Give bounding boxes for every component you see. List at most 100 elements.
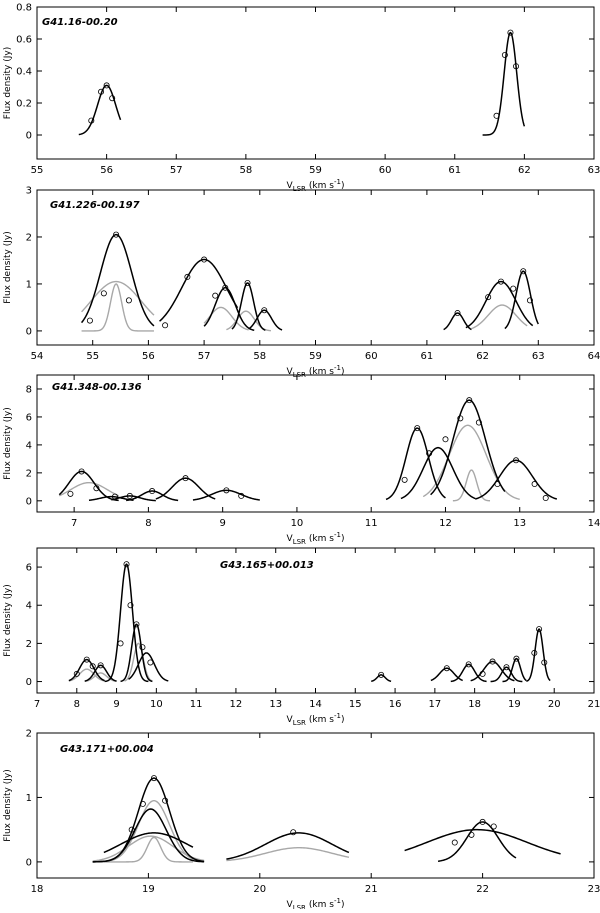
data-point (493, 112, 500, 119)
y-axis-label: Flux density (Jy) (3, 231, 13, 303)
x-label-exp: -1 (334, 531, 341, 539)
data-point (98, 88, 105, 95)
x-axis-label: VLSR (km s-1) (287, 178, 345, 193)
total-fit-curve (385, 427, 446, 501)
data-point (86, 317, 93, 324)
x-tick-label: 18 (31, 884, 44, 895)
total-fit-curve (111, 495, 156, 502)
x-label-exp: -1 (334, 712, 341, 720)
x-tick-label: 59 (309, 165, 322, 176)
y-tick-label: 2 (26, 729, 32, 740)
data-point (201, 256, 208, 263)
data-point (117, 640, 124, 647)
panel-2: 54 55 56 57 58 59 60 61 62 63 64 0 1 2 3 Flux density (… (3, 186, 600, 380)
data-point (123, 561, 130, 568)
x-label-v: V (287, 367, 294, 377)
total-fit-curve (226, 832, 350, 860)
data-point (162, 322, 169, 329)
data-point (93, 485, 100, 492)
x-tick-label: 60 (365, 351, 378, 362)
data-point (401, 476, 408, 483)
x-tick-label: 19 (142, 884, 155, 895)
y-tick-label: 0.6 (16, 35, 32, 46)
x-label-unit: (km s (309, 715, 334, 725)
plot-frame (36, 732, 595, 879)
data-point (149, 488, 156, 495)
data-point (127, 602, 134, 609)
data-point (490, 823, 497, 830)
total-fit-curve (78, 84, 122, 136)
data-point (479, 670, 486, 677)
x-tick-label: 18 (468, 699, 481, 710)
x-label-sub: LSR (293, 719, 306, 727)
data-point (238, 492, 245, 499)
component-fit-curve (471, 304, 528, 330)
x-axis-label: VLSR (km s-1) (287, 712, 345, 727)
data-point (182, 475, 189, 482)
y-tick-label: 1 (26, 793, 32, 804)
data-point (513, 457, 520, 464)
data-point (536, 626, 543, 633)
x-label-v: V (287, 715, 294, 725)
data-point (184, 273, 191, 280)
panel-title: G43.171+00.004 (60, 744, 154, 755)
data-point (212, 292, 219, 299)
y-tick-label: 3 (26, 186, 32, 197)
component-fit-curve (124, 642, 153, 682)
data-point (89, 663, 96, 670)
total-fit-curve (465, 280, 534, 329)
x-tick-label: 63 (532, 351, 545, 362)
x-tick-label: 21 (588, 699, 600, 710)
x-tick-label: 61 (421, 351, 434, 362)
total-fit-curve (450, 663, 487, 683)
data-point (501, 52, 508, 59)
data-point (111, 493, 118, 500)
data-point (503, 664, 510, 671)
data-point (443, 665, 450, 672)
data-point (479, 818, 486, 825)
x-tick-label: 10 (291, 518, 304, 529)
data-point (147, 659, 154, 666)
data-point (378, 671, 385, 678)
x-label-exp: -1 (334, 897, 341, 905)
y-tick-label: 0.2 (16, 99, 32, 110)
y-tick-label: 0.8 (16, 3, 32, 14)
x-label-sub: LSR (293, 538, 306, 546)
component-fit-curve (58, 481, 119, 497)
x-label-v: V (287, 900, 294, 909)
component-fit-curve (92, 835, 205, 862)
total-fit-curve (490, 666, 523, 683)
total-fit-curve (155, 477, 216, 500)
data-point (414, 425, 421, 432)
x-tick-label: 9 (113, 699, 119, 710)
total-fit-curve (482, 31, 526, 136)
x-label-unit: (km s (309, 181, 334, 191)
x-tick-label: 13 (513, 518, 526, 529)
y-tick-label: 4 (26, 440, 32, 451)
data-point (139, 644, 146, 651)
x-tick-label: 64 (588, 351, 600, 362)
x-tick-label: 16 (389, 699, 402, 710)
x-tick-label: 19 (508, 699, 521, 710)
data-point (150, 775, 157, 782)
x-tick-label: 57 (198, 351, 211, 362)
data-point (139, 800, 146, 807)
y-tick-label: 2 (26, 468, 32, 479)
x-tick-label: 55 (86, 351, 99, 362)
data-point (497, 278, 504, 285)
data-point (83, 656, 90, 663)
data-point (103, 82, 110, 89)
panel-title: G41.16-00.20 (42, 17, 118, 28)
x-tick-label: 62 (518, 165, 531, 176)
x-label-close: ) (341, 367, 345, 377)
data-point (126, 492, 133, 499)
data-point (100, 290, 107, 297)
y-axis-label: Flux density (Jy) (3, 47, 13, 119)
x-tick-label: 8 (74, 699, 80, 710)
y-tick-label: 0 (26, 326, 32, 337)
y-axis-label: Flux density (Jy) (3, 407, 13, 479)
x-tick-label: 55 (31, 165, 44, 176)
data-point (541, 659, 548, 666)
data-point (128, 826, 135, 833)
